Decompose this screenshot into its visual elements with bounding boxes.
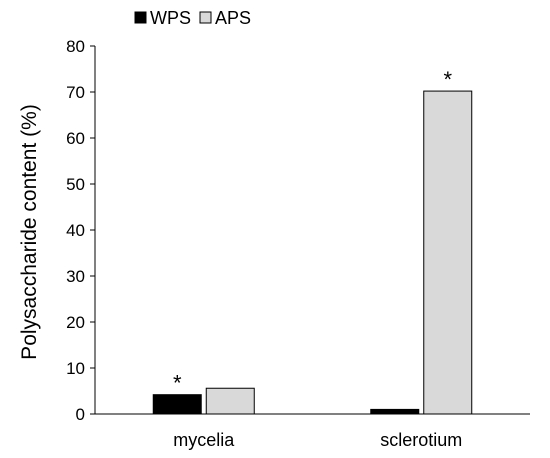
y-tick-label: 0 <box>76 405 85 424</box>
y-tick-label: 10 <box>66 359 85 378</box>
bar-aps-sclerotium <box>423 90 473 415</box>
legend-swatch-wps <box>134 11 147 24</box>
legend-swatch-aps <box>199 11 212 24</box>
y-tick-label: 30 <box>66 267 85 286</box>
bar-aps-mycelia <box>205 387 255 415</box>
y-tick-label: 80 <box>66 37 85 56</box>
significance-asterisk: * <box>443 67 452 92</box>
legend-label-aps: APS <box>215 8 251 28</box>
x-category-label: sclerotium <box>380 430 462 450</box>
y-tick-label: 40 <box>66 221 85 240</box>
significance-asterisk: * <box>173 371 182 396</box>
y-tick-label: 70 <box>66 83 85 102</box>
y-axis-title: Polysaccharide content (%) <box>18 104 41 360</box>
x-axis-labels: mycelia sclerotium <box>173 430 462 450</box>
y-tick-label: 60 <box>66 129 85 148</box>
y-tick-label: 20 <box>66 313 85 332</box>
significance-marks: ** <box>173 67 453 396</box>
bars <box>152 90 473 415</box>
y-axis-ticks: 0 10 20 30 40 50 60 70 80 <box>66 37 95 424</box>
x-category-label: mycelia <box>173 430 235 450</box>
y-tick-label: 50 <box>66 175 85 194</box>
legend: WPS APS <box>134 8 251 28</box>
bar-wps-mycelia <box>152 394 202 415</box>
bar-wps-sclerotium <box>370 408 420 415</box>
legend-label-wps: WPS <box>150 8 191 28</box>
